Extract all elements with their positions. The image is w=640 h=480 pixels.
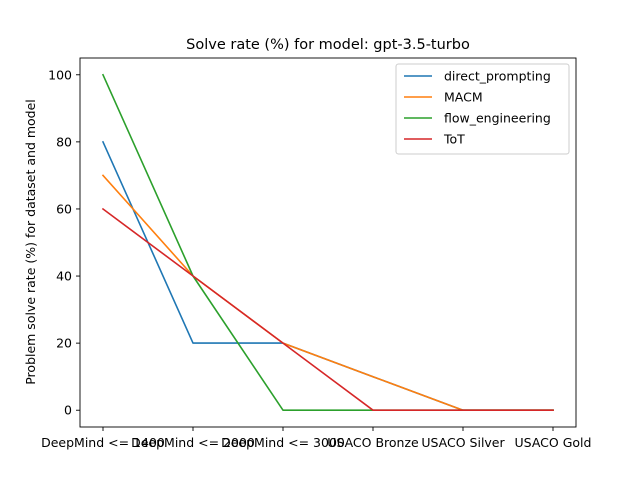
legend-label: MACM: [444, 90, 483, 105]
x-tick-label: DeepMind <= 2000: [131, 435, 255, 450]
x-tick-label: DeepMind <= 1400: [41, 435, 165, 450]
legend-label: ToT: [443, 132, 465, 147]
x-tick-label: USACO Bronze: [327, 435, 419, 450]
x-tick-label: DeepMind <= 3000: [221, 435, 345, 450]
y-tick-label: 100: [48, 67, 72, 82]
legend-box: [395, 63, 570, 155]
series-line-direct-prompting: [101, 140, 554, 412]
chart-title: Solve rate (%) for model: gpt-3.5-turbo: [186, 37, 470, 53]
plot-frame: [79, 57, 577, 428]
legend: direct_prompting MACM flow_engineering ToT: [395, 63, 570, 155]
series-line-tot: [101, 207, 554, 412]
y-axis-label: Problem solve rate (%) for dataset and m…: [23, 99, 38, 385]
x-tick-label: USACO Silver: [421, 435, 505, 450]
y-tick-label: 60: [56, 201, 72, 216]
y-tick-label: 20: [56, 336, 72, 351]
legend-label: flow_engineering: [444, 111, 551, 126]
x-tick-label: USACO Gold: [515, 435, 592, 450]
y-tick-label: 80: [56, 134, 72, 149]
legend-label: direct_prompting: [444, 69, 551, 84]
y-tick-label: 0: [64, 403, 72, 418]
y-tick-label: 40: [56, 269, 72, 284]
